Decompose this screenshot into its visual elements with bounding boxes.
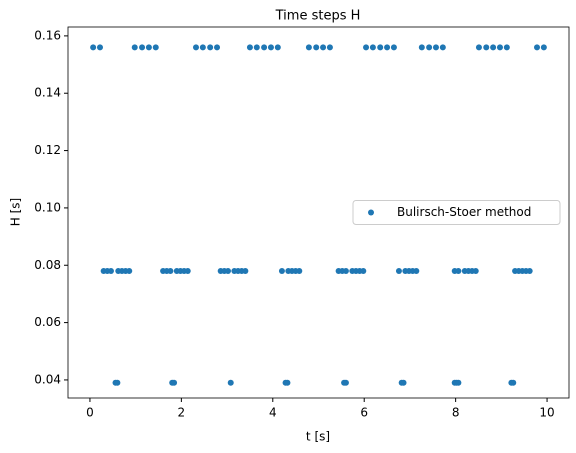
data-point (395, 267, 402, 274)
x-tick-label: 10 (539, 406, 554, 420)
y-tick-label: 0.16 (34, 28, 61, 42)
data-point (296, 267, 303, 274)
data-point (145, 44, 152, 51)
data-point (390, 44, 397, 51)
data-point (534, 44, 541, 51)
data-point (342, 379, 349, 386)
legend-marker (368, 209, 374, 216)
legend-label: Bulirsch-Stoer method (397, 205, 531, 219)
data-point (490, 44, 497, 51)
y-tick-label: 0.12 (34, 143, 61, 157)
data-point (274, 44, 281, 51)
data-point (320, 44, 327, 51)
y-tick-label: 0.06 (34, 315, 61, 329)
data-point (192, 44, 199, 51)
x-tick-label: 2 (178, 406, 186, 420)
data-point (455, 267, 462, 274)
data-point (305, 44, 312, 51)
data-point (483, 44, 490, 51)
data-point (167, 267, 174, 274)
data-point (540, 44, 547, 51)
x-tick-label: 8 (452, 406, 460, 420)
data-point (418, 44, 425, 51)
data-point (184, 267, 191, 274)
legend-box (352, 200, 561, 225)
data-point (261, 44, 268, 51)
data-point (131, 44, 138, 51)
data-point (313, 44, 320, 51)
y-axis-label: H [s] (9, 198, 23, 226)
data-point (363, 44, 370, 51)
data-point (114, 379, 121, 386)
data-point (152, 44, 159, 51)
data-point (199, 44, 206, 51)
data-point (377, 44, 384, 51)
data-point (267, 44, 274, 51)
data-point (242, 267, 249, 274)
data-point (139, 44, 146, 51)
data-point (426, 44, 433, 51)
y-tick-label: 0.10 (34, 200, 61, 214)
data-point (369, 44, 376, 51)
x-axis-label: t [s] (306, 430, 330, 444)
data-point (472, 267, 479, 274)
data-point (360, 267, 367, 274)
y-tick-label: 0.14 (34, 86, 61, 100)
legend: Bulirsch-Stoer method (352, 200, 561, 225)
data-point (214, 44, 221, 51)
data-point (224, 267, 231, 274)
data-point (510, 379, 517, 386)
data-point (432, 44, 439, 51)
data-point (284, 379, 291, 386)
data-point (207, 44, 214, 51)
data-point (107, 267, 114, 274)
data-point (246, 44, 253, 51)
data-point (526, 267, 533, 274)
data-point (503, 44, 510, 51)
data-point (496, 44, 503, 51)
y-tick-label: 0.04 (34, 372, 61, 386)
data-point (96, 44, 103, 51)
chart-title: Time steps H (275, 9, 361, 24)
data-point (126, 267, 133, 274)
y-tick-label: 0.08 (34, 258, 61, 272)
x-tick-label: 6 (360, 406, 368, 420)
data-point (227, 379, 234, 386)
data-point (400, 379, 407, 386)
data-point (413, 267, 420, 274)
plot-frame (67, 26, 570, 399)
data-point (278, 267, 285, 274)
data-point (253, 44, 260, 51)
data-point (455, 379, 462, 386)
x-tick-label: 0 (86, 406, 94, 420)
data-point (475, 44, 482, 51)
data-point (439, 44, 446, 51)
data-point (90, 44, 97, 51)
data-point (171, 379, 178, 386)
x-tick-label: 4 (269, 406, 277, 420)
data-point (326, 44, 333, 51)
data-point (342, 267, 349, 274)
data-point (384, 44, 391, 51)
